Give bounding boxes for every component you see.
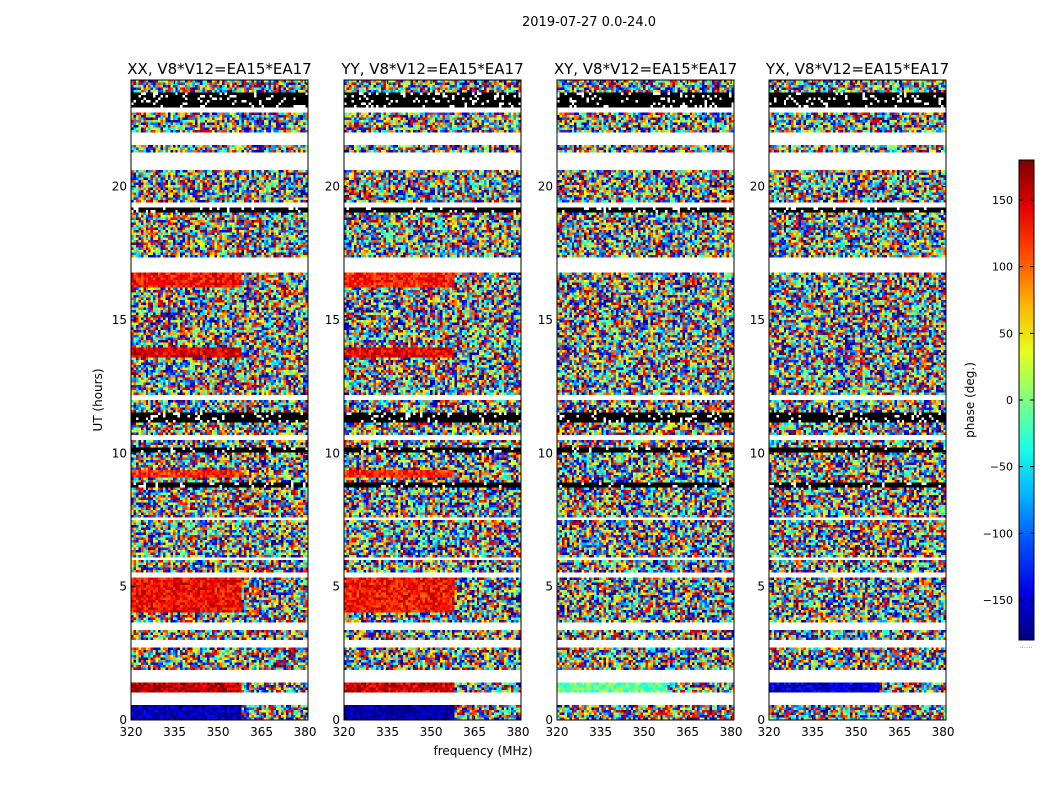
y-tick-label: 15	[325, 313, 340, 327]
y-tick-label: 20	[538, 180, 553, 194]
y-tick-label: 20	[325, 180, 340, 194]
panel-xy: XY, V8*V12=EA15*EA17 320 335 350 365 380 0 5 10 1…	[538, 60, 743, 739]
x-tick-label: 365	[676, 725, 699, 739]
x-tick-label: 350	[207, 725, 230, 739]
y-tick-label: 10	[112, 446, 127, 460]
colorbar-tick-label: 100	[992, 261, 1013, 274]
x-tick-label: 350	[420, 725, 443, 739]
colorbar-tick-label: 50	[999, 327, 1013, 340]
y-tick-label: 0	[545, 713, 553, 727]
y-tick-label: 15	[750, 313, 765, 327]
y-tick-label: 0	[757, 713, 765, 727]
phase-heatmap-image	[131, 80, 308, 720]
y-tick-label: 15	[538, 313, 553, 327]
x-tick-label: 335	[801, 725, 824, 739]
x-tick-label: 380	[932, 725, 955, 739]
colorbar-tick-label: −150	[983, 594, 1013, 607]
y-axis-label: UT (hours)	[91, 368, 105, 431]
figure-suptitle: 2019-07-27 0.0-24.0	[522, 15, 656, 30]
colorbar-tick-label: −100	[983, 527, 1013, 540]
y-tick-label: 0	[332, 713, 340, 727]
x-tick-label: 380	[294, 725, 317, 739]
y-tick-label: 5	[757, 580, 765, 594]
x-tick-label: 365	[250, 725, 273, 739]
y-tick-label: 5	[545, 580, 553, 594]
panel-title: YX, V8*V12=EA15*EA17	[765, 60, 949, 78]
y-tick-label: 5	[332, 580, 340, 594]
colorbar-tick-label: −50	[990, 461, 1013, 474]
panel-yy: YY, V8*V12=EA15*EA17 320 335 350 365 380 0 5 10 1…	[325, 60, 530, 739]
y-tick-label: 10	[750, 446, 765, 460]
x-tick-label: 380	[507, 725, 530, 739]
y-tick-label: 10	[538, 446, 553, 460]
colorbar-label: phase (deg.)	[963, 362, 977, 438]
colorbar: 150 100 50 0 −50 −100 −150	[983, 159, 1035, 641]
y-tick-label: 10	[325, 446, 340, 460]
phase-heatmap-image	[344, 80, 521, 720]
x-axis-label: frequency (MHz)	[433, 744, 532, 758]
y-tick-label: 20	[112, 180, 127, 194]
colorbar-tick-label: 0	[1006, 394, 1013, 407]
x-tick-label: 320	[333, 725, 356, 739]
y-tick-label: 20	[750, 180, 765, 194]
phase-heatmap-image	[557, 80, 734, 720]
panel-frame	[130, 79, 309, 721]
x-tick-label: 320	[758, 725, 781, 739]
colorbar-footer: ......	[1019, 642, 1032, 650]
y-tick-label: 0	[119, 713, 127, 727]
panels-group: XX, V8*V12=EA15*EA17 320 335 350 365 380 0 5 10 1…	[112, 60, 955, 739]
x-tick-label: 335	[163, 725, 186, 739]
panel-title: XX, V8*V12=EA15*EA17	[127, 60, 311, 78]
panel-title: XY, V8*V12=EA15*EA17	[554, 60, 737, 78]
y-tick-label: 5	[119, 580, 127, 594]
x-tick-label: 350	[845, 725, 868, 739]
phase-heatmap-image	[769, 80, 946, 720]
panel-title: YY, V8*V12=EA15*EA17	[340, 60, 523, 78]
panel-frame	[556, 79, 735, 721]
x-tick-label: 320	[546, 725, 569, 739]
x-tick-label: 365	[888, 725, 911, 739]
x-tick-label: 380	[720, 725, 743, 739]
x-tick-label: 335	[376, 725, 399, 739]
x-tick-label: 335	[589, 725, 612, 739]
panel-frame	[768, 79, 947, 721]
panel-yx: YX, V8*V12=EA15*EA17 320 335 350 365 380 0 5 10 1…	[750, 60, 955, 739]
x-tick-label: 350	[633, 725, 656, 739]
y-tick-label: 15	[112, 313, 127, 327]
panel-xx: XX, V8*V12=EA15*EA17 320 335 350 365 380 0 5 10 1…	[112, 60, 317, 739]
colorbar-tick-label: 150	[992, 194, 1013, 207]
x-tick-label: 365	[463, 725, 486, 739]
panel-frame	[343, 79, 522, 721]
x-tick-label: 320	[120, 725, 143, 739]
